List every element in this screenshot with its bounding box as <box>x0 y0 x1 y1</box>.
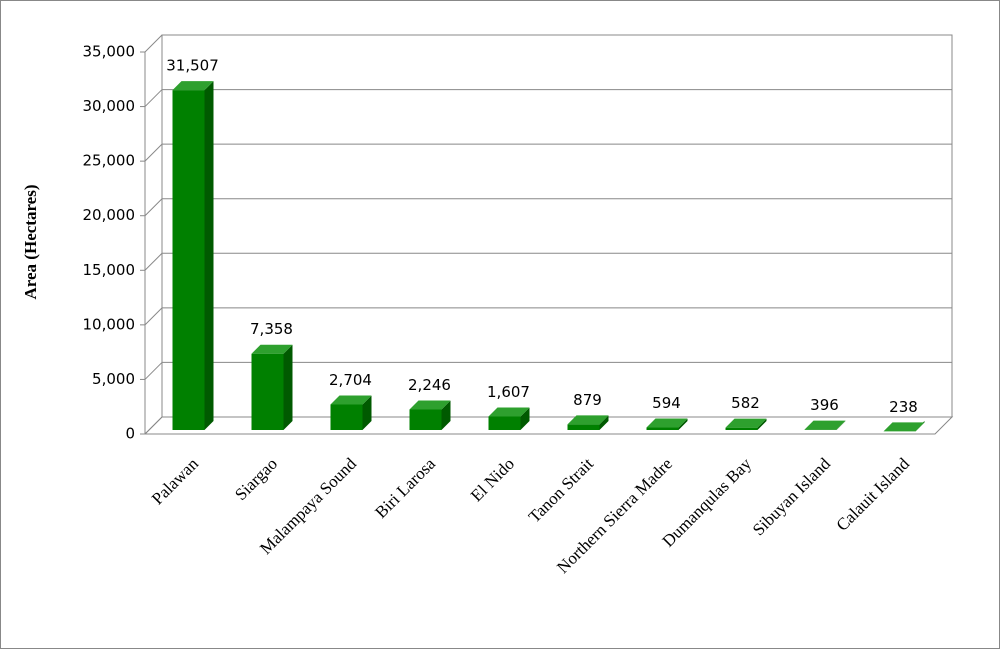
bar-top <box>725 418 767 428</box>
data-label: 594 <box>652 394 681 412</box>
y-tick-label: 25,000 <box>83 152 136 170</box>
bar-top <box>330 395 372 405</box>
side-grid-line <box>144 198 163 217</box>
bar-top <box>172 81 214 91</box>
data-label: 238 <box>889 398 918 416</box>
side-grid-line <box>144 307 163 326</box>
y-tick-label: 35,000 <box>83 43 136 61</box>
data-label: 2,246 <box>408 376 451 394</box>
data-label: 2,704 <box>329 371 372 389</box>
bar <box>172 90 205 430</box>
y-tick-label: 20,000 <box>83 206 136 224</box>
bar-side <box>520 407 530 430</box>
bar <box>725 427 758 430</box>
bar-side <box>441 400 451 430</box>
data-label: 879 <box>573 391 602 409</box>
bar <box>488 416 521 430</box>
bar-side <box>757 418 767 430</box>
data-label: 396 <box>810 396 839 414</box>
bar-top <box>488 407 530 417</box>
y-tick-label: 15,000 <box>83 261 136 279</box>
side-grid-line <box>144 89 163 107</box>
y-tick-label: 10,000 <box>83 315 136 333</box>
side-grid-line <box>144 34 163 53</box>
y-tick-label: 30,000 <box>83 97 136 115</box>
bar <box>567 424 600 430</box>
y-tick-label: 5,000 <box>92 370 135 388</box>
bar-side <box>204 81 214 430</box>
bar <box>646 427 679 430</box>
bar-side <box>599 415 609 430</box>
y-axis-label: Area (Hectares) <box>21 184 40 299</box>
data-label: 1,607 <box>487 383 530 401</box>
bar-top <box>567 415 609 425</box>
side-grid-line <box>144 143 163 162</box>
data-label: 582 <box>731 394 760 412</box>
bar-top <box>409 400 451 410</box>
data-label: 31,507 <box>166 57 219 75</box>
bar <box>251 353 284 430</box>
bar-top <box>251 344 293 354</box>
side-grid-line <box>144 362 163 380</box>
bar-top <box>804 420 846 430</box>
bar-side <box>362 395 372 430</box>
data-label: 7,358 <box>250 320 293 338</box>
side-grid-line <box>144 252 163 271</box>
bar-side <box>678 418 688 430</box>
side-grid-line <box>144 416 163 435</box>
bar-side <box>836 420 846 430</box>
bar <box>409 409 442 430</box>
bar-top <box>883 422 925 432</box>
y-tick-label: 0 <box>125 425 135 443</box>
bar-top <box>646 418 688 428</box>
bar-side <box>283 344 293 430</box>
bar <box>330 404 363 430</box>
